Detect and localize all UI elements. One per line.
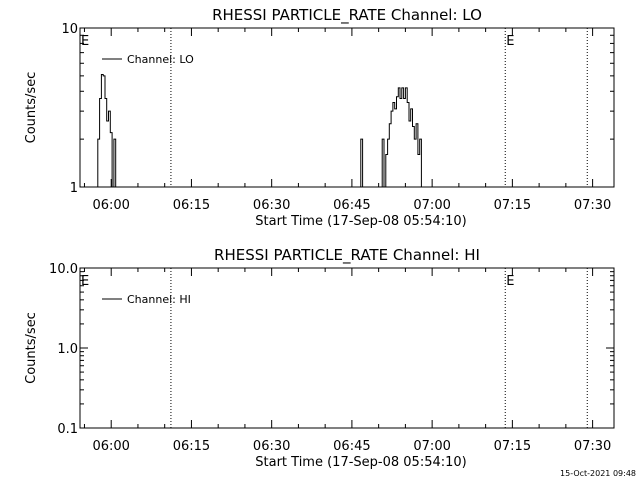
- legend-label: Channel: HI: [127, 293, 191, 306]
- x-tick-label: 07:15: [494, 198, 531, 213]
- x-tick-label: 06:00: [92, 439, 129, 454]
- y-tick-label: 1.0: [57, 342, 78, 357]
- x-axis-label: Start Time (17-Sep-08 05:54:10): [255, 214, 466, 229]
- x-tick-label: 06:45: [333, 198, 370, 213]
- chart-title: RHESSI PARTICLE_RATE Channel: HI: [214, 246, 480, 265]
- y-tick-label: 0.1: [57, 422, 78, 437]
- legend-label: Channel: LO: [127, 53, 194, 66]
- event-marker-label: E: [506, 274, 514, 289]
- y-tick-label: 1: [70, 181, 78, 196]
- series-line-0: [96, 74, 422, 188]
- y-tick-label: 10: [61, 22, 78, 37]
- event-marker-label: E: [81, 274, 89, 289]
- chart-title: RHESSI PARTICLE_RATE Channel: LO: [212, 6, 482, 25]
- plot-frame: [79, 267, 615, 429]
- x-tick-label: 07:30: [574, 198, 611, 213]
- event-marker-label: E: [81, 34, 89, 49]
- x-tick-label: 07:00: [413, 198, 450, 213]
- x-axis-label: Start Time (17-Sep-08 05:54:10): [255, 455, 466, 470]
- x-tick-label: 07:30: [574, 439, 611, 454]
- x-tick-label: 07:00: [413, 439, 450, 454]
- x-tick-label: 06:15: [173, 198, 210, 213]
- x-tick-label: 07:15: [494, 439, 531, 454]
- x-tick-label: 06:15: [173, 439, 210, 454]
- y-axis-label: Counts/sec: [24, 312, 39, 384]
- plot-frame: [79, 27, 615, 188]
- y-axis-label: Counts/sec: [24, 72, 39, 144]
- footer-timestamp: 15-Oct-2021 09:48: [560, 469, 636, 478]
- y-tick-label: 10.0: [49, 262, 78, 277]
- x-tick-label: 06:45: [333, 439, 370, 454]
- x-tick-label: 06:30: [253, 198, 290, 213]
- panel-1: RHESSI PARTICLE_RATE Channel: LO Counts/s…: [24, 6, 615, 229]
- panel-2: RHESSI PARTICLE_RATE Channel: HI Counts/s…: [24, 246, 615, 470]
- x-tick-label: 06:00: [92, 198, 129, 213]
- x-tick-label: 06:30: [253, 439, 290, 454]
- event-marker-label: E: [506, 34, 514, 49]
